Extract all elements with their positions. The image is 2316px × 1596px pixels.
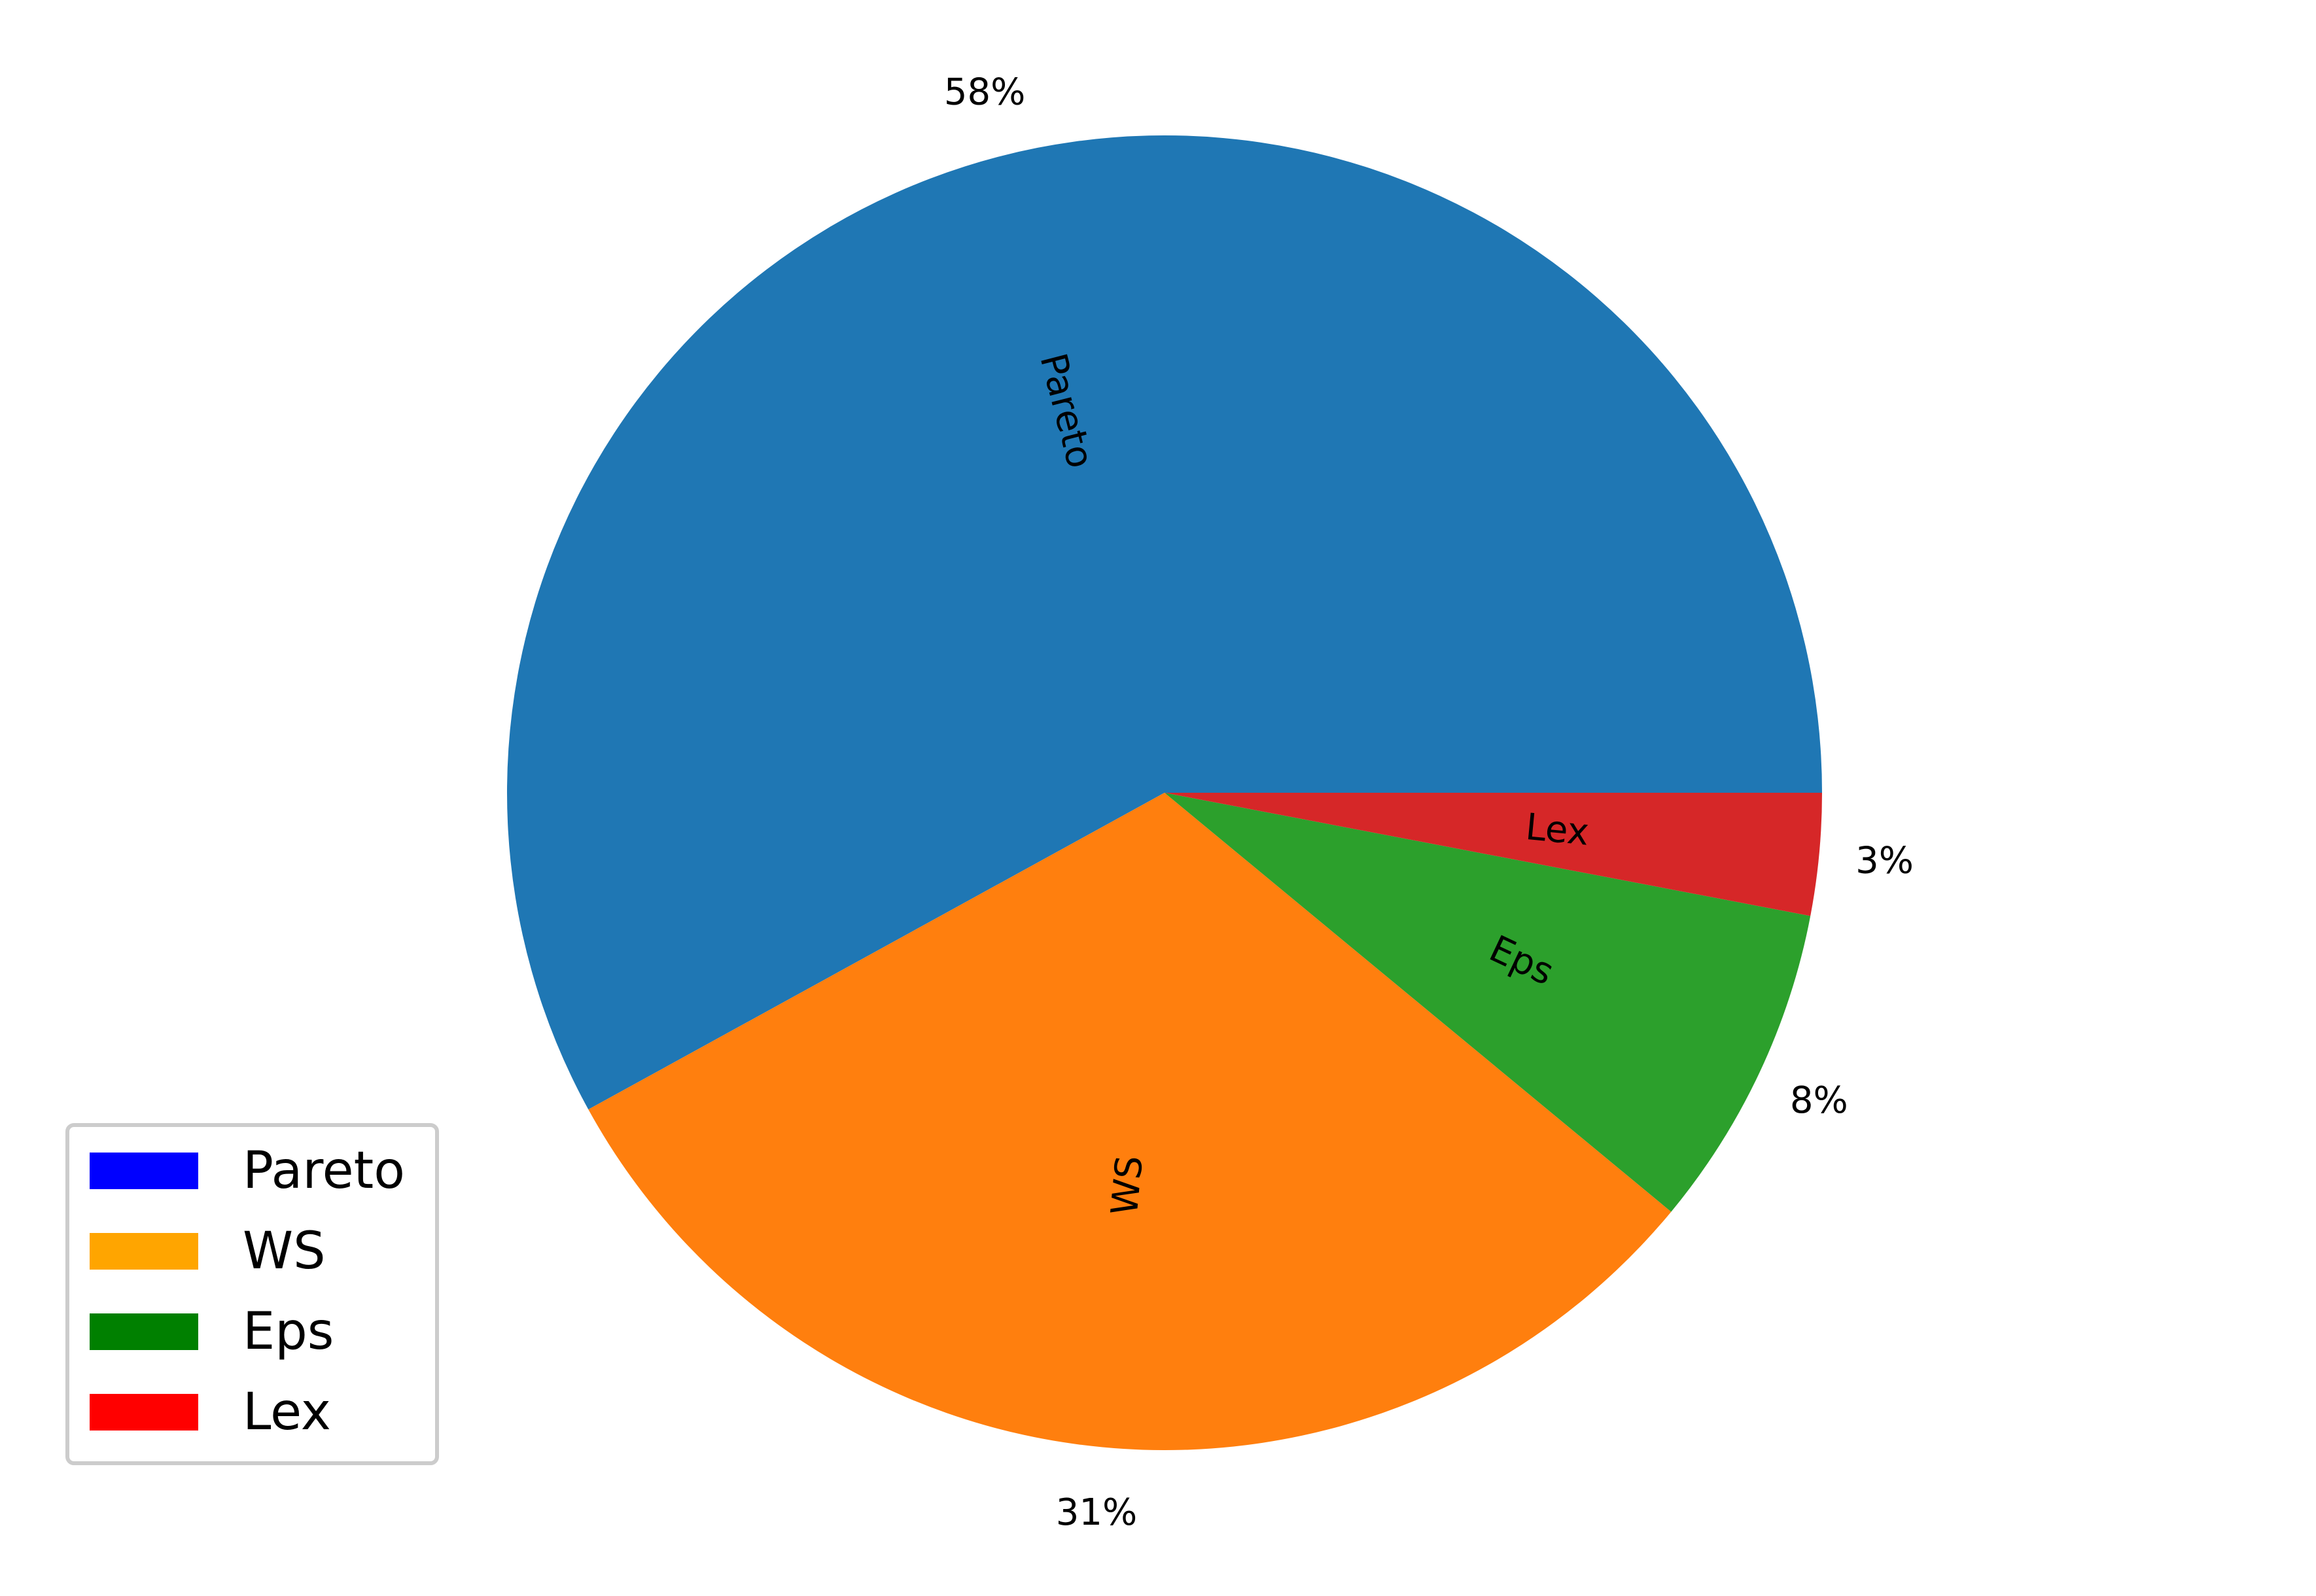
legend-swatch-lex xyxy=(90,1394,198,1431)
legend-label-pareto: Pareto xyxy=(243,1141,405,1200)
pie-slice-ws xyxy=(588,793,1672,1450)
legend-label-eps: Eps xyxy=(243,1302,334,1361)
legend-swatch-eps xyxy=(90,1313,198,1350)
legend-label-lex: Lex xyxy=(243,1383,331,1442)
pie-slice-lex xyxy=(1165,793,1822,916)
pct-label-lex: 3% xyxy=(1855,840,1914,882)
pct-label-eps: 8% xyxy=(1790,1079,1848,1122)
pie-slices xyxy=(507,135,1822,1450)
slice-label-ws: WS xyxy=(1104,1154,1151,1217)
legend-label-ws: WS xyxy=(243,1222,326,1281)
pct-label-pareto: 58% xyxy=(944,71,1025,114)
pie-slice-eps xyxy=(1165,793,1811,1212)
pct-label-ws: 31% xyxy=(1056,1491,1137,1534)
slice-label-lex: Lex xyxy=(1524,806,1591,854)
pie-slice-pareto xyxy=(507,135,1822,1110)
legend-swatch-pareto xyxy=(90,1153,198,1189)
legend: Pareto WS Eps Lex xyxy=(65,1123,439,1465)
legend-swatch-ws xyxy=(90,1233,198,1270)
legend-frame xyxy=(65,1123,439,1465)
